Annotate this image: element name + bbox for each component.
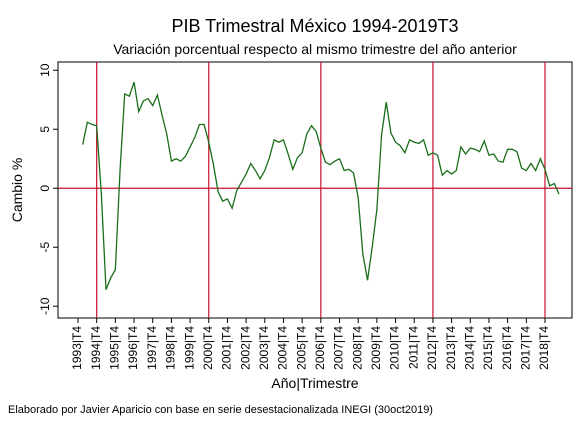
y-axis-label: Cambio % <box>9 158 25 223</box>
x-tick-label: 2005|T4 <box>294 326 308 370</box>
x-tick-label: 2010|T4 <box>388 326 402 370</box>
y-tick-label: 0 <box>38 185 52 192</box>
x-tick-label: 2015|T4 <box>481 326 495 370</box>
x-tick-label: 1997|T4 <box>145 326 159 370</box>
x-tick-label: 2009|T4 <box>369 326 383 370</box>
x-tick-label: 2017|T4 <box>518 326 532 370</box>
x-tick-label: 1994|T4 <box>89 326 103 370</box>
x-tick-label: 2014|T4 <box>462 326 476 370</box>
y-tick-label: 5 <box>38 126 52 133</box>
x-tick-label: 1998|T4 <box>164 326 178 370</box>
x-tick-label: 2011|T4 <box>406 326 420 369</box>
x-tick-label: 2000|T4 <box>201 326 215 370</box>
x-axis-label: Año|Trimestre <box>271 375 358 391</box>
y-tick-label: 10 <box>38 63 52 77</box>
y-tick-label: -10 <box>38 297 52 315</box>
x-tick-label: 2016|T4 <box>500 326 514 370</box>
plot-frame <box>57 61 573 319</box>
chart-title: PIB Trimestral México 1994-2019T3 <box>171 16 458 36</box>
x-tick-label: 1999|T4 <box>182 326 196 370</box>
x-tick-label: 1995|T4 <box>108 326 122 370</box>
x-tick-label: 2012|T4 <box>425 326 439 370</box>
x-tick-label: 2006|T4 <box>313 326 327 370</box>
x-tick-label: 1993|T4 <box>70 326 84 370</box>
x-tick-label: 2003|T4 <box>257 326 271 370</box>
x-tick-label: 1996|T4 <box>126 326 140 370</box>
x-tick-label: 2007|T4 <box>332 326 346 370</box>
x-tick-label: 2001|T4 <box>220 326 234 370</box>
data-line <box>82 81 560 290</box>
x-tick-label: 2008|T4 <box>350 326 364 370</box>
x-tick-label: 2004|T4 <box>276 326 290 370</box>
note: Elaborado por Javier Aparicio con base e… <box>8 404 433 416</box>
x-tick-label: 2018|T4 <box>537 326 551 370</box>
chart-subtitle: Variación porcentual respecto al mismo t… <box>113 41 517 57</box>
x-tick-label: 2013|T4 <box>444 326 458 370</box>
x-tick-label: 2002|T4 <box>238 326 252 370</box>
y-tick-label: -5 <box>38 242 52 253</box>
